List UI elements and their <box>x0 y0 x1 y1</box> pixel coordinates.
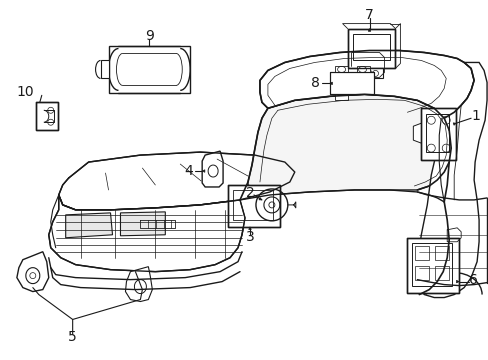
Polygon shape <box>434 266 448 280</box>
Text: 6: 6 <box>468 273 477 287</box>
Polygon shape <box>347 28 395 68</box>
Text: 2: 2 <box>245 186 254 200</box>
Polygon shape <box>17 252 49 292</box>
Polygon shape <box>259 198 262 200</box>
Text: 10: 10 <box>16 85 34 99</box>
Polygon shape <box>108 45 190 93</box>
Text: 8: 8 <box>310 76 319 90</box>
Polygon shape <box>59 152 294 210</box>
Polygon shape <box>334 94 347 100</box>
Polygon shape <box>260 50 473 118</box>
Polygon shape <box>334 67 347 72</box>
Polygon shape <box>233 190 272 220</box>
Polygon shape <box>120 212 165 236</box>
Polygon shape <box>359 68 383 78</box>
Polygon shape <box>49 195 244 272</box>
Polygon shape <box>412 123 421 143</box>
Polygon shape <box>407 238 458 293</box>
Polygon shape <box>65 213 112 238</box>
Polygon shape <box>411 243 451 285</box>
Text: 4: 4 <box>184 164 193 178</box>
Text: 3: 3 <box>245 230 254 244</box>
Polygon shape <box>329 72 374 94</box>
Polygon shape <box>414 246 428 260</box>
Polygon shape <box>352 33 389 60</box>
Text: 5: 5 <box>68 330 77 345</box>
Polygon shape <box>125 267 152 302</box>
Polygon shape <box>421 108 455 160</box>
Text: 1: 1 <box>470 109 479 123</box>
Polygon shape <box>356 67 369 72</box>
Polygon shape <box>227 185 279 227</box>
Polygon shape <box>329 82 332 85</box>
Polygon shape <box>36 102 58 130</box>
Polygon shape <box>455 280 458 283</box>
Polygon shape <box>101 60 108 78</box>
Polygon shape <box>414 266 428 280</box>
Polygon shape <box>248 227 251 230</box>
Polygon shape <box>416 62 486 298</box>
Polygon shape <box>426 114 448 152</box>
Polygon shape <box>202 151 223 187</box>
Polygon shape <box>452 123 455 125</box>
Text: 9: 9 <box>144 28 154 42</box>
Polygon shape <box>202 170 204 172</box>
Text: 7: 7 <box>365 8 373 22</box>
Polygon shape <box>247 94 450 195</box>
Polygon shape <box>434 246 448 260</box>
Polygon shape <box>367 28 370 31</box>
